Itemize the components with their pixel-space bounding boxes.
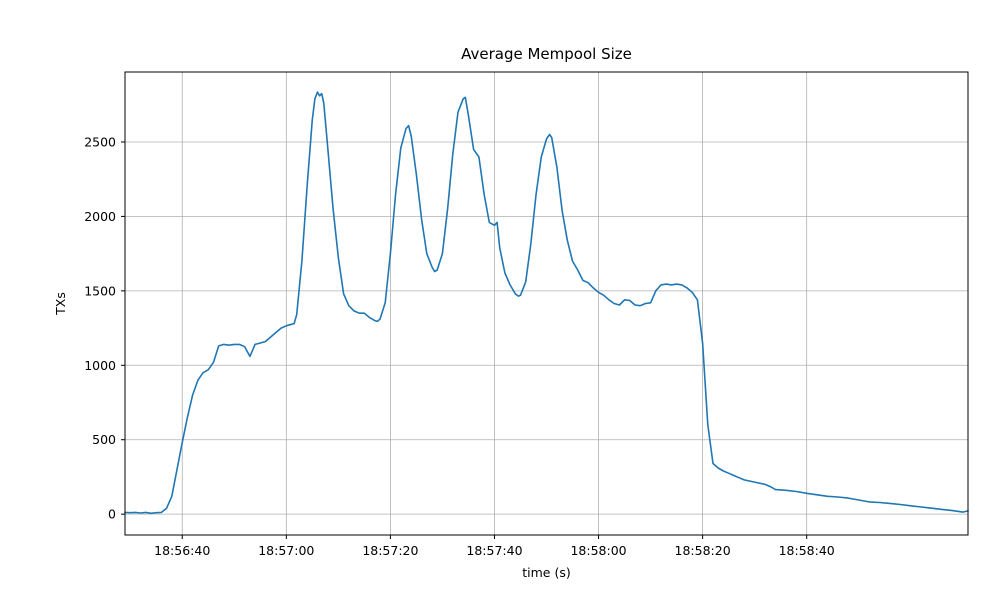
x-tick-label: 18:58:00 [570,543,626,558]
x-tick-label: 18:57:40 [466,543,522,558]
x-tick-label: 18:57:20 [362,543,418,558]
x-tick-label: 18:58:20 [675,543,731,558]
y-tick-label: 0 [108,507,116,522]
y-tick-label: 1500 [84,283,116,298]
y-tick-label: 1000 [84,358,116,373]
y-tick-label: 500 [92,432,116,447]
x-tick-label: 18:56:40 [154,543,210,558]
x-tick-label: 18:58:40 [779,543,835,558]
x-tick-label: 18:57:00 [258,543,314,558]
y-tick-label: 2000 [84,209,116,224]
y-axis-label: TXs [53,292,68,316]
x-axis-label: time (s) [522,565,570,580]
mempool-size-line [124,91,969,515]
axes-spines [124,71,969,536]
chart-title: Average Mempool Size [461,45,632,63]
y-tick-label: 2500 [84,134,116,149]
